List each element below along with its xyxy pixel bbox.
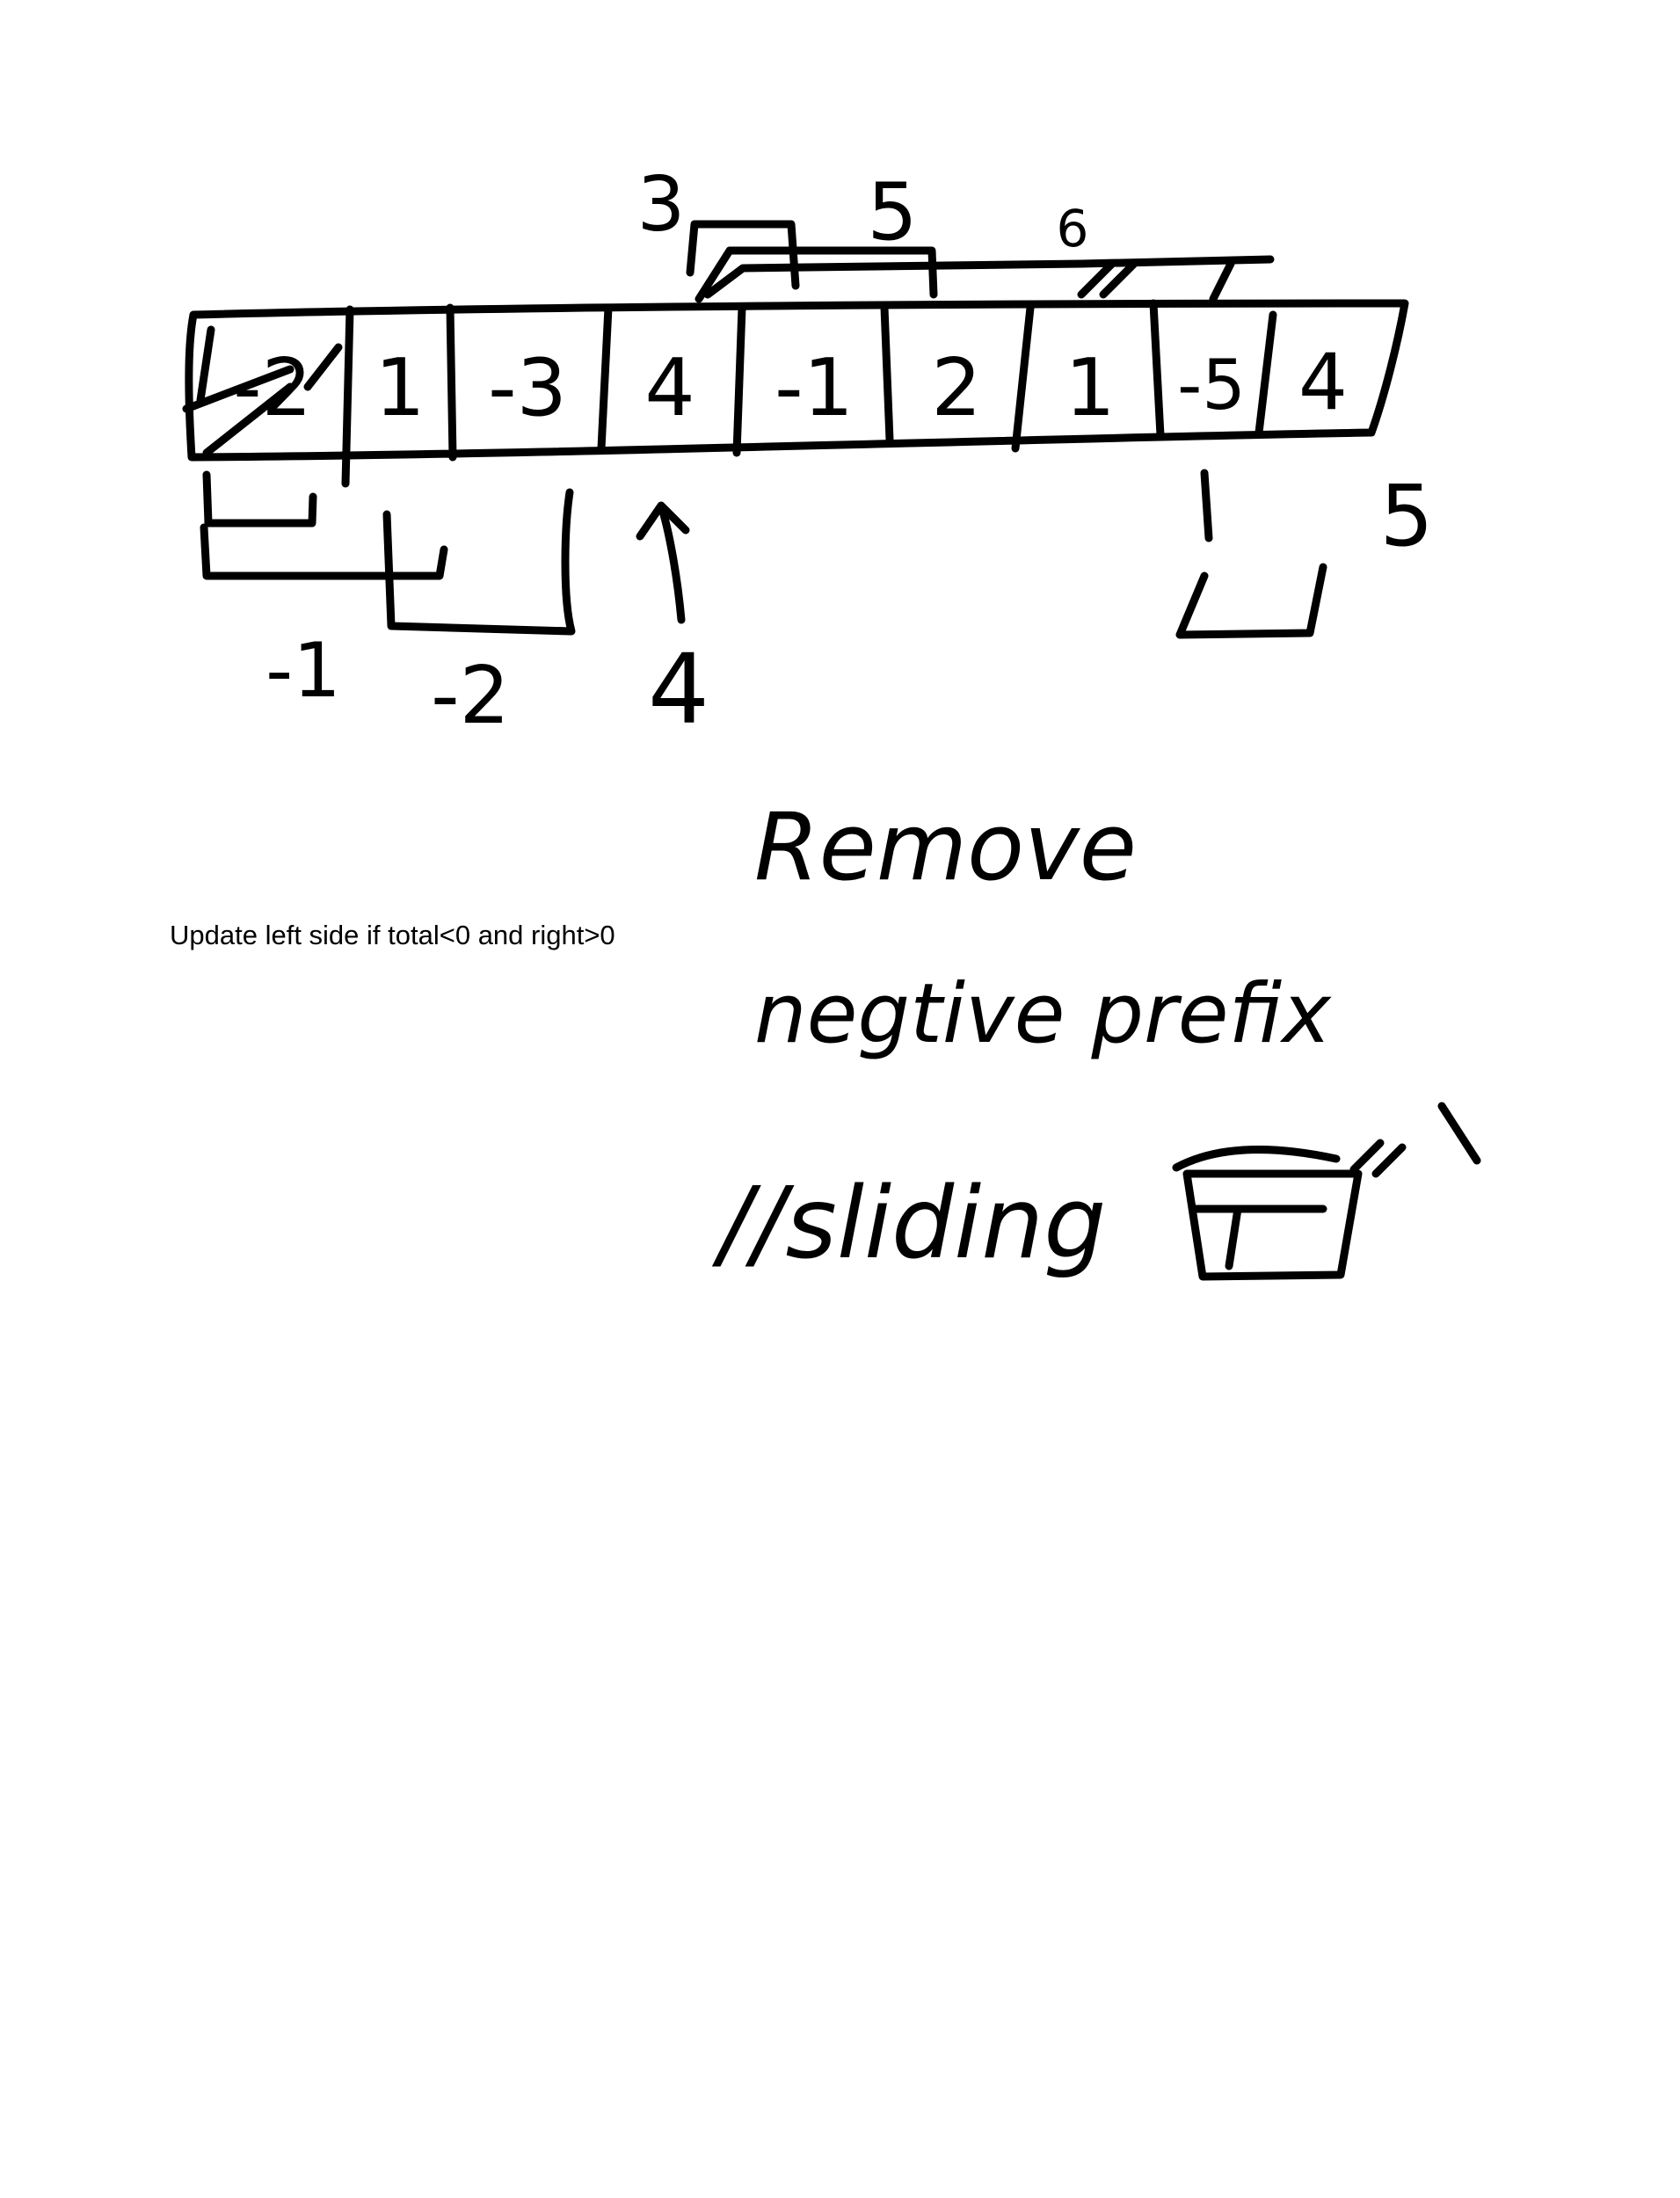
- crossout-scribble: [182, 325, 343, 457]
- below-labels: -1 -2 4: [265, 627, 709, 746]
- cell-dividers: [341, 299, 1277, 488]
- handwritten-negtive-prefix: negtive prefix: [754, 966, 1332, 1062]
- typed-note: Update left side if total<0 and right>0: [170, 920, 615, 950]
- array-cell: 4: [644, 342, 695, 434]
- bottom-left-brackets: [200, 470, 576, 636]
- above-label: 3: [637, 161, 686, 249]
- above-labels: 3 5 6: [637, 161, 1089, 258]
- right-label: 5: [1379, 467, 1433, 565]
- below-label: 4: [648, 633, 709, 746]
- array-cell: 4: [1298, 337, 1348, 427]
- array-cell: 2: [931, 342, 981, 434]
- array-cell: -5: [1177, 346, 1246, 426]
- handwritten-remove: Remove: [754, 793, 1137, 901]
- array-cell: -3: [488, 342, 567, 434]
- array-cell: 1: [375, 342, 425, 434]
- array-cells: -2 1 -3 4 -1 2 1 -5 4: [233, 337, 1348, 434]
- array-box-outline: [185, 299, 1409, 462]
- above-label: 5: [867, 166, 917, 258]
- up-arrow: [636, 501, 690, 624]
- below-label: -1: [265, 627, 341, 715]
- sliding-window-sketch: [1172, 1102, 1481, 1281]
- bottom-right-bracket: [1175, 469, 1327, 639]
- array-cell: 1: [1065, 342, 1115, 434]
- top-brackets: [686, 220, 1275, 303]
- handwritten-sliding: //sliding: [711, 1167, 1106, 1281]
- below-label: -2: [431, 650, 510, 742]
- above-label: 6: [1057, 199, 1089, 258]
- array-cell: -1: [775, 342, 854, 434]
